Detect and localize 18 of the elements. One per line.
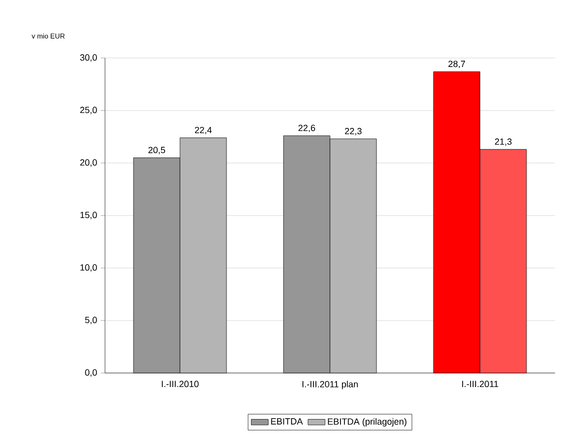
data-label: 22,6: [298, 124, 316, 132]
x-tick-label: I.-III.2011 plan: [302, 380, 358, 390]
y-tick-label: 5,0: [85, 316, 97, 324]
data-label: 22,3: [344, 128, 362, 136]
data-label: 20,5: [148, 146, 166, 154]
legend-label: EBITDA (prilagojen): [328, 418, 406, 426]
legend-label: EBITDA: [271, 418, 303, 424]
y-tick-label: 25,0: [80, 106, 97, 114]
x-tick-label: I.-III.2010: [162, 380, 199, 388]
y-tick-label: 15,0: [80, 212, 97, 220]
data-label: 28,7: [448, 60, 466, 68]
y-tick-label: 20,0: [80, 159, 97, 167]
y-tick-label: 10,0: [80, 264, 97, 272]
data-label: 22,4: [194, 126, 212, 134]
y-tick-label: 0,0: [85, 369, 97, 377]
x-tick-label: I.-III.2011: [462, 380, 498, 388]
data-label: 21,3: [494, 138, 512, 146]
y-tick-label: 30,0: [80, 54, 97, 62]
